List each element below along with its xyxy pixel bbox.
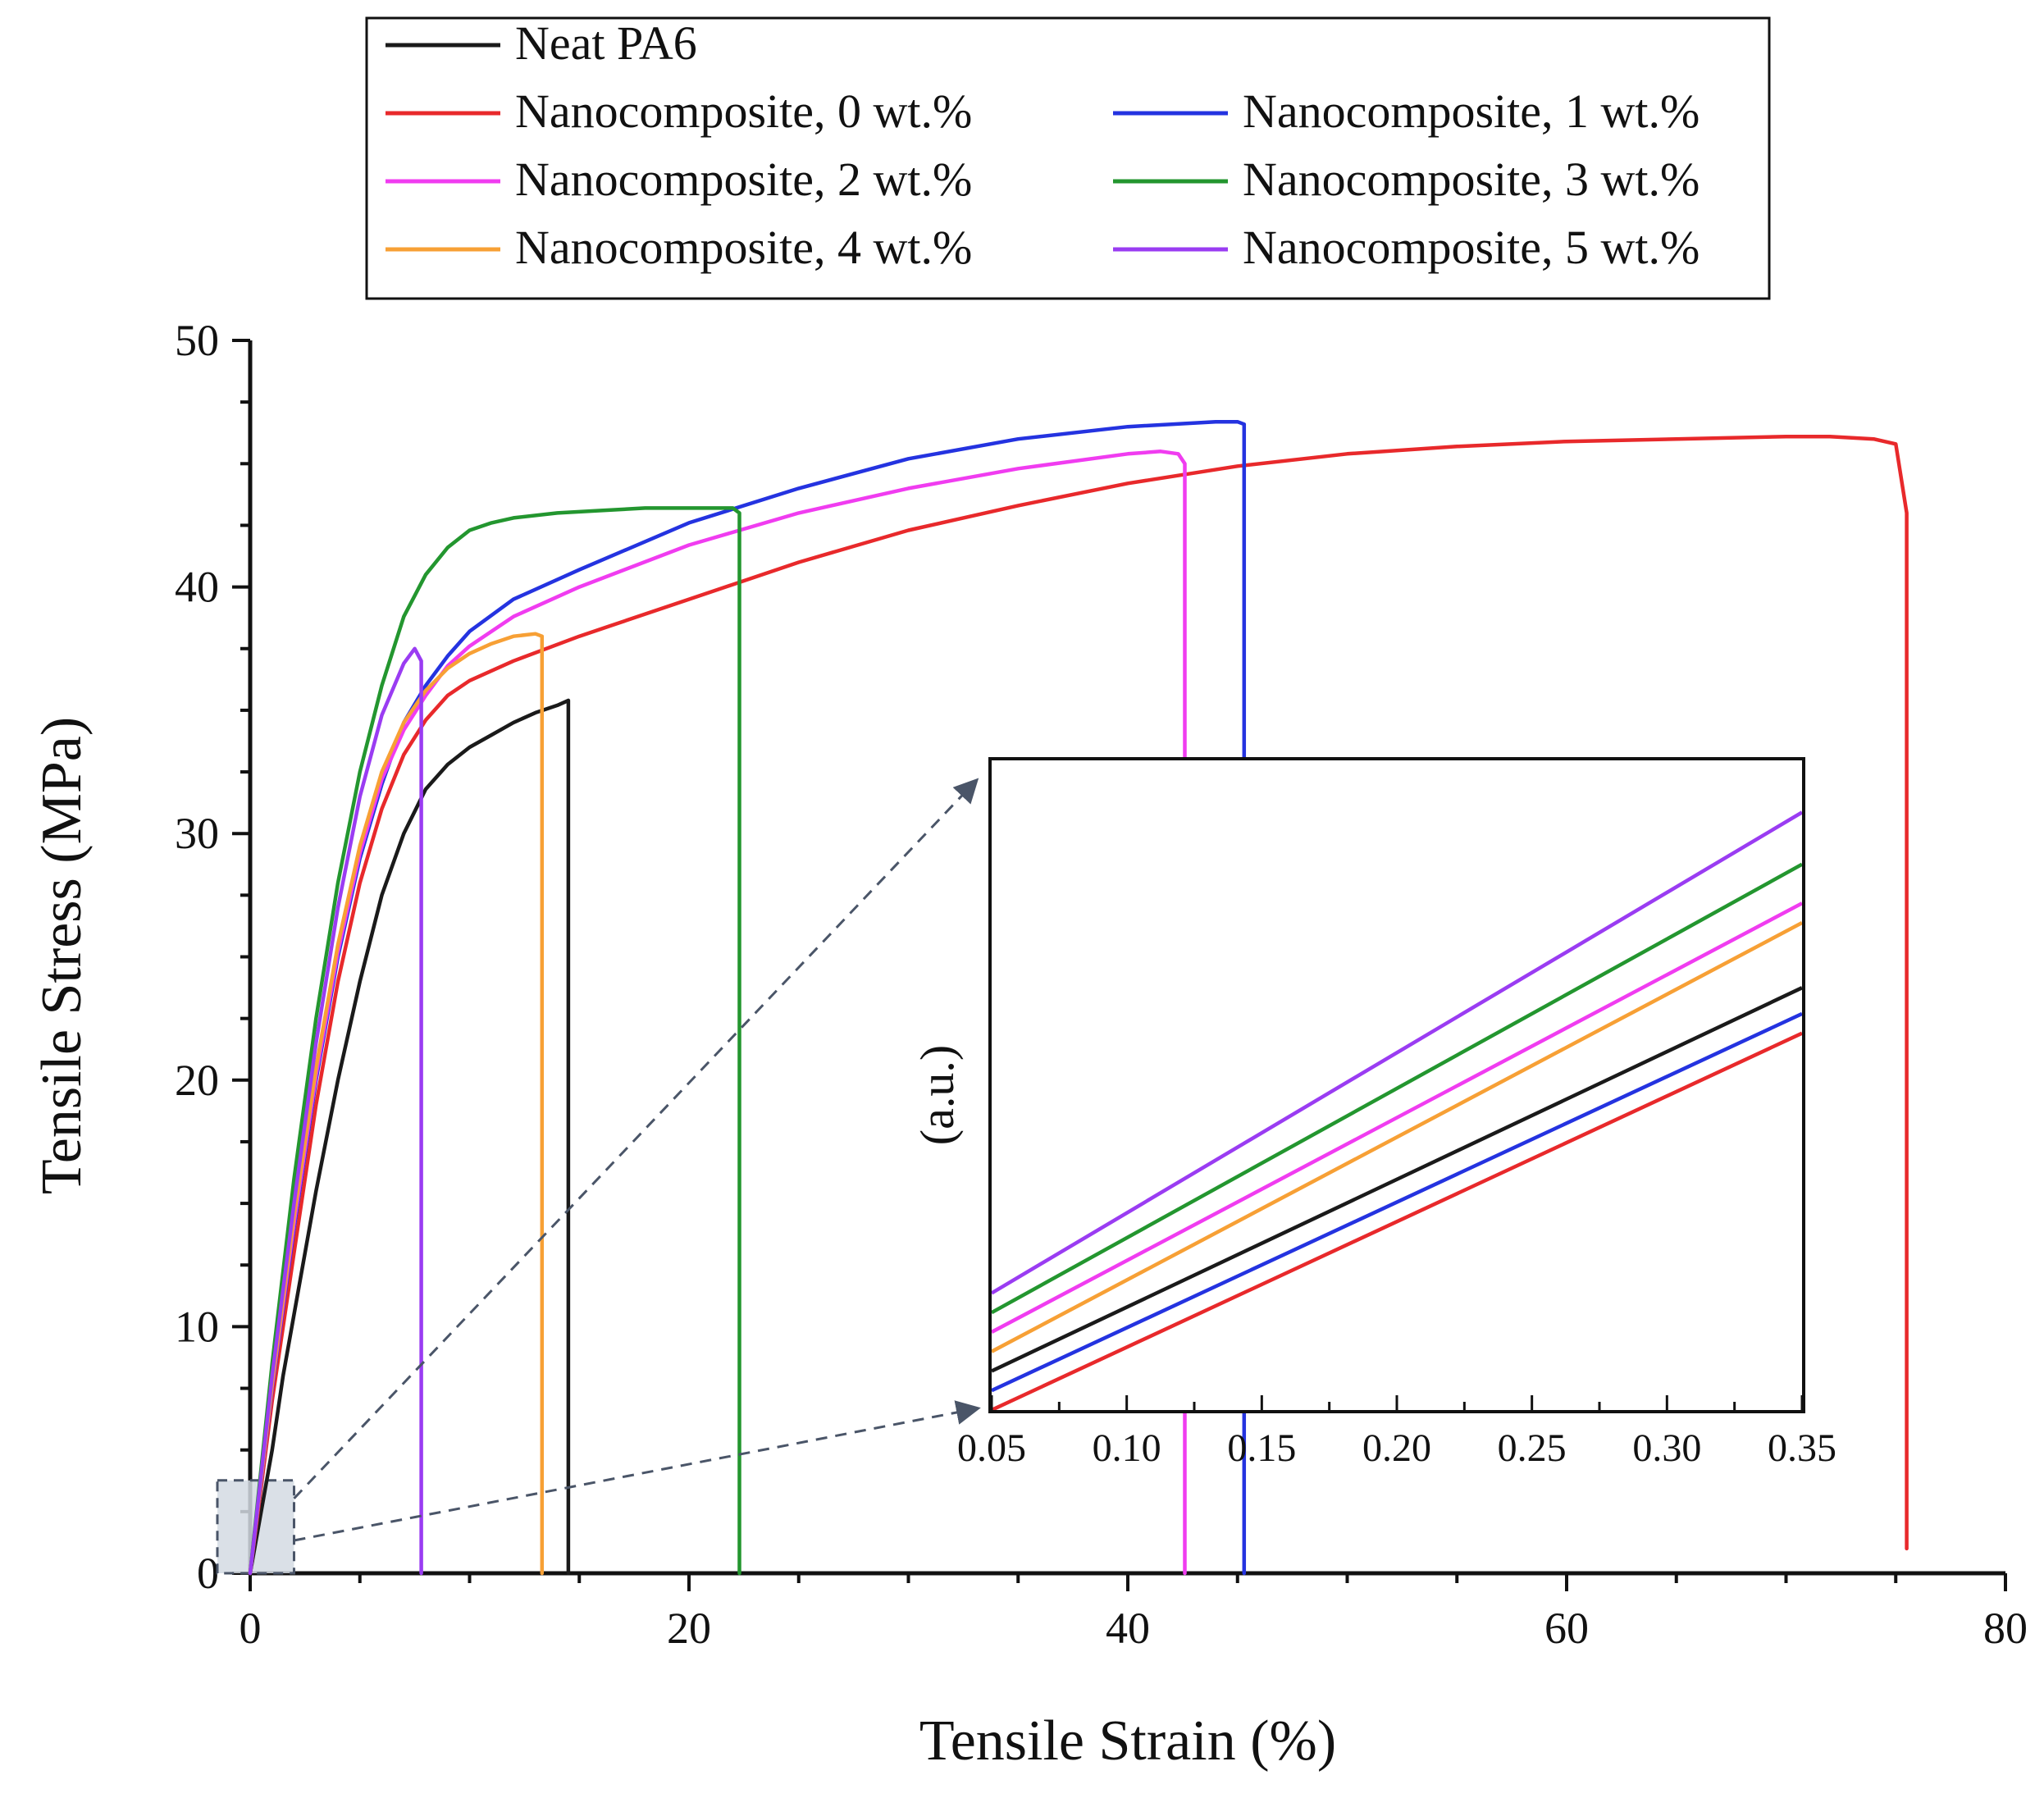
inset-line-nanocomposite-3-wt	[992, 862, 1802, 1315]
inset-line-nanocomposite-0-wt	[992, 1031, 1802, 1410]
legend-entry-nanocomposite-2-wt: Nanocomposite, 2 wt.%	[386, 153, 972, 206]
y-axis-title: Tensile Stress (MPa)	[30, 717, 94, 1194]
legend: Neat PA6 Nanocomposite, 0 wt.% Nanocomposi…	[365, 16, 1771, 300]
legend-items: Neat PA6 Nanocomposite, 0 wt.% Nanocomposi…	[386, 16, 1700, 274]
inset-panel: 0.05 0.10 0.15 0.20 0.25 0.30 0.35 (a.u.)	[910, 757, 1836, 1470]
inset-x-ticks: 0.05 0.10 0.15 0.20 0.25 0.30 0.35	[957, 1395, 1836, 1470]
inset-y-axis-title: (a.u.)	[910, 1045, 964, 1145]
x-tick-label: 20	[667, 1604, 711, 1653]
x-tick-label: 40	[1106, 1604, 1150, 1653]
series-line-neat-pa6	[248, 698, 571, 1576]
legend-label: Nanocomposite, 0 wt.%	[515, 84, 972, 138]
y-tick-label: 50	[175, 316, 219, 365]
x-ticks: 0 20 40 60 80	[240, 1573, 2028, 1653]
inset-x-tick-label: 0.35	[1768, 1426, 1836, 1470]
y-tick-label: 20	[175, 1056, 219, 1105]
series-line-nanocomposite-3-wt	[248, 506, 741, 1576]
legend-label: Nanocomposite, 1 wt.%	[1243, 84, 1700, 138]
series-line-nanocomposite-0-wt	[248, 434, 1909, 1576]
series-layer	[248, 419, 1909, 1576]
inset-x-tick-label: 0.05	[957, 1426, 1026, 1470]
legend-label: Nanocomposite, 3 wt.%	[1243, 153, 1700, 206]
inset-frame	[988, 757, 1805, 1413]
legend-entry-nanocomposite-1-wt: Nanocomposite, 1 wt.%	[1113, 84, 1700, 138]
inset-x-tick-label: 0.10	[1093, 1426, 1161, 1470]
series-line-nanocomposite-5-wt	[248, 646, 423, 1576]
inset-line-nanocomposite-1-wt	[992, 1011, 1802, 1393]
x-axis-title: Tensile Strain (%)	[919, 1709, 1336, 1773]
legend-label: Nanocomposite, 5 wt.%	[1243, 221, 1700, 274]
inset-x-tick-label: 0.30	[1632, 1426, 1701, 1470]
zoom-arrow-bottom	[294, 1400, 981, 1542]
inset-line-nanocomposite-4-wt	[992, 921, 1802, 1353]
series-line-nanocomposite-4-wt	[248, 632, 545, 1576]
inset-line-neat-pa6	[992, 986, 1802, 1373]
legend-frame	[365, 16, 1771, 300]
legend-entry-nanocomposite-3-wt: Nanocomposite, 3 wt.%	[1113, 153, 1700, 206]
inset-lines	[992, 810, 1802, 1410]
zoom-arrow-top	[293, 778, 979, 1499]
x-tick-label: 60	[1544, 1604, 1589, 1653]
y-tick-label: 40	[175, 563, 219, 612]
legend-entry-nanocomposite-0-wt: Nanocomposite, 0 wt.%	[386, 84, 972, 138]
x-tick-label: 0	[240, 1604, 262, 1653]
legend-entry-neat-pa6: Neat PA6	[386, 16, 697, 70]
legend-entry-nanocomposite-4-wt: Nanocomposite, 4 wt.%	[386, 221, 972, 274]
legend-label: Nanocomposite, 4 wt.%	[515, 221, 972, 274]
legend-label: Neat PA6	[515, 16, 697, 70]
y-tick-label: 10	[175, 1302, 219, 1351]
y-ticks: 0 10 20 30 40 50	[175, 316, 250, 1598]
x-tick-label: 80	[1983, 1604, 2028, 1653]
y-tick-label: 30	[175, 809, 219, 858]
inset-x-tick-label: 0.25	[1498, 1426, 1567, 1470]
inset-x-tick-label: 0.20	[1362, 1426, 1431, 1470]
legend-label: Nanocomposite, 2 wt.%	[515, 153, 972, 206]
inset-line-nanocomposite-2-wt	[992, 901, 1802, 1334]
y-tick-label: 0	[197, 1549, 219, 1598]
inset-x-tick-label: 0.15	[1227, 1426, 1296, 1470]
legend-entry-nanocomposite-5-wt: Nanocomposite, 5 wt.%	[1113, 221, 1700, 274]
inset-line-nanocomposite-5-wt	[992, 810, 1802, 1295]
